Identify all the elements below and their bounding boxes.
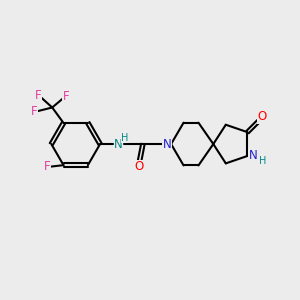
Text: F: F (63, 90, 69, 103)
Text: N: N (114, 138, 123, 151)
Text: O: O (134, 160, 143, 173)
Text: F: F (35, 88, 42, 101)
Text: O: O (258, 110, 267, 123)
Text: H: H (259, 156, 267, 166)
Text: F: F (44, 160, 50, 173)
Text: N: N (249, 149, 258, 162)
Text: F: F (31, 105, 38, 118)
Text: H: H (121, 133, 129, 142)
Text: N: N (163, 138, 172, 151)
